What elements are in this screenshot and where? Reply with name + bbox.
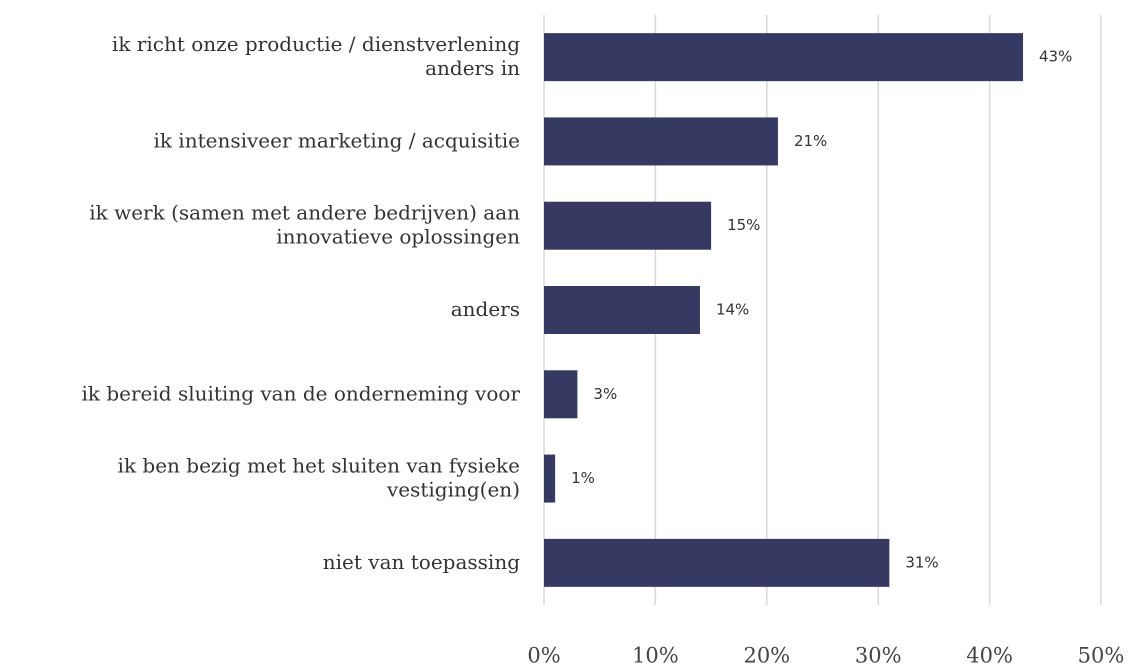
bar <box>544 538 890 587</box>
category-label: niet van toepassing <box>323 549 520 573</box>
bar <box>544 201 712 250</box>
category-label: ik intensiveer marketing / acquisitie <box>153 128 520 152</box>
x-tick-label: 30% <box>855 644 902 668</box>
x-tick-label: 0% <box>527 644 560 668</box>
x-tick-label: 20% <box>743 644 790 668</box>
bar <box>544 33 1024 82</box>
value-label: 1% <box>571 469 595 487</box>
bar <box>544 117 778 166</box>
bar <box>544 286 700 334</box>
x-tick-label: 10% <box>632 644 679 668</box>
value-label: 21% <box>794 132 827 150</box>
value-label: 15% <box>727 216 760 234</box>
category-label: ik ben bezig met het sluiten van fysieke… <box>118 453 520 501</box>
category-label: ik richt onze productie / dienstverlenin… <box>112 32 520 80</box>
category-label: ik werk (samen met andere bedrijven) aan… <box>89 200 520 248</box>
x-tick-label: 40% <box>966 644 1013 668</box>
x-tick-label: 50% <box>1078 644 1125 668</box>
bar <box>544 454 556 503</box>
value-label: 31% <box>905 553 938 571</box>
bar <box>544 370 578 419</box>
value-label: 14% <box>716 301 749 319</box>
category-label: anders <box>451 297 520 321</box>
category-label: ik bereid sluiting van de onderneming vo… <box>81 381 520 405</box>
value-label: 3% <box>593 385 617 403</box>
value-label: 43% <box>1039 48 1072 66</box>
